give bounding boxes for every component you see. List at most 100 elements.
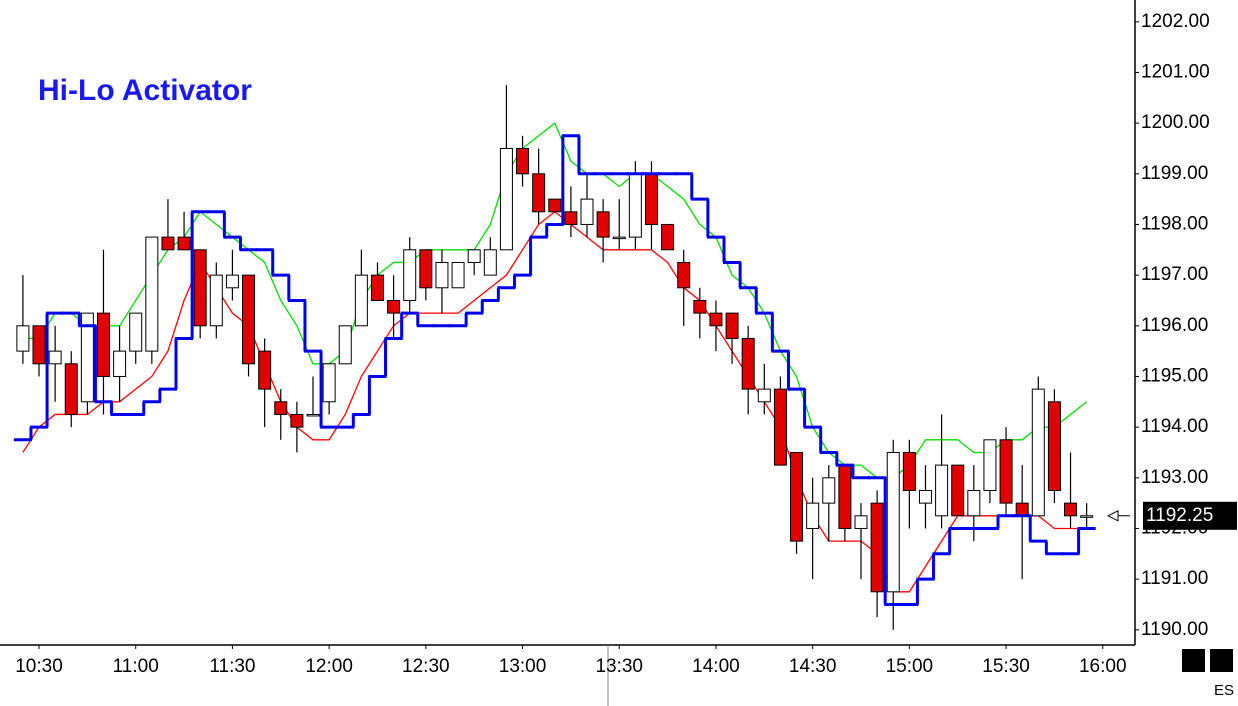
candle-body bbox=[693, 299, 707, 314]
x-tick-label: 15:00 bbox=[886, 656, 934, 677]
candle-body bbox=[661, 223, 675, 251]
candle-body bbox=[193, 249, 207, 327]
x-tick-label: 15:30 bbox=[982, 656, 1030, 677]
candle-body bbox=[161, 236, 175, 251]
candle-body bbox=[113, 350, 127, 377]
candle-body bbox=[403, 249, 417, 301]
symbol-label: ES bbox=[1214, 682, 1234, 699]
candle-body bbox=[790, 451, 804, 542]
candle-body bbox=[822, 477, 836, 504]
last-price-label: 1192.25 bbox=[1146, 505, 1213, 526]
candle-body bbox=[612, 236, 626, 240]
activator-line bbox=[13, 134, 1096, 606]
x-tick-label: 14:00 bbox=[692, 656, 740, 677]
candle-body bbox=[322, 363, 336, 403]
candle-body bbox=[951, 464, 965, 517]
candle-body bbox=[918, 489, 932, 504]
candle-body bbox=[709, 312, 723, 327]
candle-body bbox=[548, 198, 562, 213]
candle-body bbox=[225, 274, 239, 289]
y-tick-label: 1195.00 bbox=[1141, 365, 1208, 386]
y-tick-label: 1197.00 bbox=[1141, 264, 1208, 285]
candle-body bbox=[967, 489, 981, 517]
candle-body bbox=[983, 439, 997, 491]
candle-body bbox=[644, 173, 658, 225]
y-tick-label: 1202.00 bbox=[1141, 11, 1210, 32]
candle-body bbox=[854, 515, 868, 529]
candle-body bbox=[999, 439, 1013, 504]
candle-body bbox=[145, 236, 159, 352]
candle-body bbox=[483, 249, 497, 276]
candle-body bbox=[935, 464, 949, 517]
candle-body bbox=[1031, 388, 1045, 517]
candle-body bbox=[48, 350, 62, 365]
candle-body bbox=[725, 312, 739, 339]
candle-body bbox=[838, 464, 852, 529]
candle-body bbox=[96, 312, 110, 377]
x-tick-label: 11:00 bbox=[113, 656, 159, 677]
candle-body bbox=[499, 147, 513, 251]
x-tick-label: 12:30 bbox=[402, 656, 450, 677]
candle-body bbox=[580, 198, 594, 225]
y-tick-label: 1196.00 bbox=[1141, 315, 1208, 336]
candle-body bbox=[435, 261, 449, 289]
candle-body bbox=[757, 388, 771, 403]
panel-button bbox=[1182, 649, 1205, 672]
y-tick-label: 1200.00 bbox=[1141, 112, 1210, 133]
candle-body bbox=[451, 261, 465, 289]
x-tick-label: 11:30 bbox=[209, 656, 255, 677]
candle-body bbox=[886, 451, 900, 593]
y-tick-label: 1191.00 bbox=[1141, 568, 1208, 589]
candle-body bbox=[258, 350, 272, 390]
candle-body bbox=[306, 413, 320, 417]
candle-body bbox=[564, 211, 578, 225]
candle-body bbox=[741, 337, 755, 390]
candle-body bbox=[902, 451, 916, 491]
last-price-box bbox=[1143, 501, 1237, 530]
y-tick-label: 1194.00 bbox=[1141, 416, 1208, 437]
candle-body bbox=[1015, 502, 1029, 517]
panel-button bbox=[1210, 649, 1233, 672]
candle-body bbox=[290, 413, 304, 428]
y-tick-label: 1198.00 bbox=[1141, 213, 1208, 234]
plot-area bbox=[13, 85, 1096, 630]
x-tick-label: 16:00 bbox=[1079, 656, 1127, 677]
candle-body bbox=[387, 299, 401, 314]
candle-body bbox=[773, 388, 787, 466]
y-tick-label: 1193.00 bbox=[1141, 467, 1208, 488]
candle-body bbox=[806, 502, 820, 529]
candle-body bbox=[209, 274, 223, 327]
x-tick-label: 12:00 bbox=[305, 656, 353, 677]
candle-body bbox=[1047, 401, 1061, 491]
candle-body bbox=[80, 312, 94, 403]
y-tick-label: 1190.00 bbox=[1141, 619, 1208, 640]
candle-body bbox=[16, 325, 30, 352]
candle-body bbox=[1064, 502, 1078, 517]
candle-body bbox=[628, 173, 642, 238]
candle-body bbox=[677, 261, 691, 289]
candle-body bbox=[338, 325, 352, 365]
x-tick-label: 10:30 bbox=[15, 656, 63, 677]
x-tick-label: 13:30 bbox=[595, 656, 643, 677]
candle-body bbox=[1080, 515, 1094, 518]
candle-body bbox=[516, 147, 530, 175]
x-tick-label: 14:30 bbox=[789, 656, 837, 677]
candle-body bbox=[419, 249, 433, 289]
candle-body bbox=[596, 211, 610, 238]
candle-body bbox=[32, 325, 46, 365]
candle-body bbox=[274, 401, 288, 415]
candle-body bbox=[467, 249, 481, 263]
candle-body bbox=[354, 274, 368, 327]
candle-body bbox=[129, 312, 143, 352]
y-tick-label: 1201.00 bbox=[1141, 61, 1210, 82]
chart-title: Hi-Lo Activator bbox=[38, 74, 252, 107]
candle-body bbox=[370, 274, 384, 301]
candle-body bbox=[242, 274, 256, 365]
candle-body bbox=[870, 502, 884, 593]
candle-body bbox=[177, 236, 191, 251]
y-tick-label: 1199.00 bbox=[1141, 163, 1208, 184]
x-tick-label: 13:00 bbox=[499, 656, 547, 677]
